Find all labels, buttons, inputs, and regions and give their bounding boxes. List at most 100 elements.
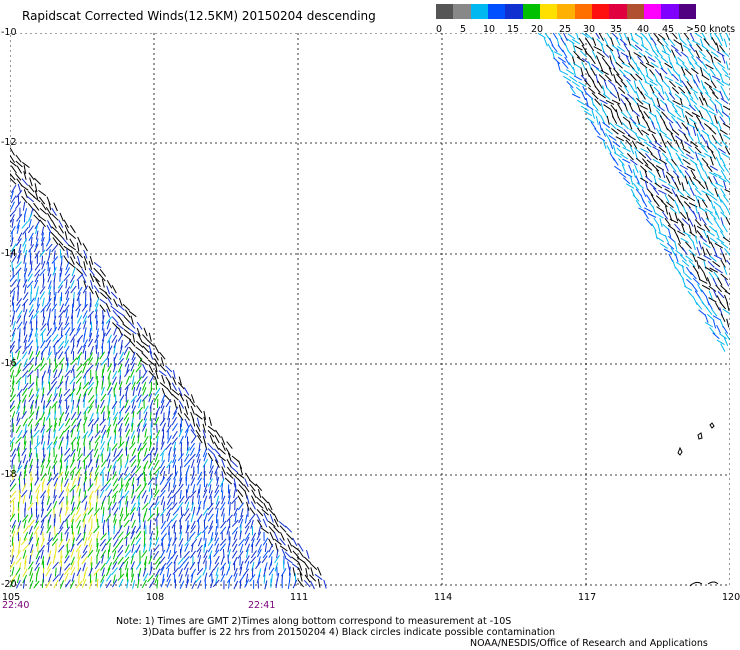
wind-vector [23, 334, 28, 344]
wind-vector [689, 61, 696, 70]
wind-vector [82, 454, 90, 463]
wind-vector [97, 518, 99, 528]
wind-vector [128, 339, 136, 347]
wind-vector [189, 531, 196, 540]
wind-vector [597, 92, 606, 99]
wind-vector [58, 496, 65, 505]
wind-vector [84, 411, 86, 421]
wind-vector [65, 334, 68, 344]
wind-vector [581, 57, 590, 64]
wind-vector [68, 262, 77, 269]
wind-vector [218, 447, 226, 455]
scale-label-40: 40 [637, 24, 650, 35]
wind-vector [665, 44, 672, 53]
wind-vector [60, 405, 62, 415]
wind-vector [28, 536, 34, 546]
wind-vector [87, 387, 93, 396]
wind-vector [658, 158, 667, 165]
wind-vector [704, 208, 714, 214]
wind-vector [245, 573, 249, 583]
wind-vector [304, 574, 311, 583]
wind-vector [15, 436, 22, 444]
wind-vector [137, 428, 141, 438]
wind-vector [20, 489, 28, 498]
wind-vector [212, 579, 220, 588]
wind-vector [130, 555, 134, 565]
wind-vector [226, 459, 232, 468]
wind-vector [244, 555, 250, 564]
wind-vector [105, 483, 112, 492]
wind-vector [171, 490, 179, 499]
wind-vector [670, 164, 677, 173]
wind-vector [656, 127, 662, 137]
wind-vector [51, 400, 58, 409]
wind-vector [76, 500, 81, 510]
wind-vector [625, 139, 633, 147]
wind-vector [82, 531, 86, 541]
wind-vector [23, 303, 26, 313]
wind-vector [11, 380, 15, 390]
wind-vector [274, 532, 279, 542]
wind-vector [39, 249, 46, 258]
scale-label-25: 25 [559, 24, 572, 35]
wind-vector [722, 194, 730, 203]
wind-vector [47, 213, 53, 222]
wind-swath-right [537, 33, 730, 352]
wind-vector [704, 91, 712, 100]
wind-vector [657, 33, 666, 41]
wind-vector [112, 471, 117, 480]
wind-vector [27, 225, 34, 234]
wind-vector [77, 255, 81, 265]
wind-vector [75, 580, 83, 589]
wind-vector [39, 268, 46, 277]
wind-vector [65, 309, 68, 319]
lon-label-117: 117 [578, 592, 597, 603]
wind-vector [46, 496, 50, 506]
wind-vector [623, 43, 630, 52]
wind-vector [718, 147, 726, 154]
wind-vector [708, 290, 713, 300]
wind-vector [703, 224, 711, 232]
wind-vector [99, 273, 106, 282]
wind-vector [138, 399, 142, 409]
wind-vector [634, 133, 641, 142]
wind-vector [64, 297, 70, 307]
wind-vector [38, 545, 46, 553]
wind-vector [117, 333, 124, 342]
wind-vector [155, 531, 159, 541]
wind-vector [592, 103, 599, 112]
wind-vector [16, 350, 20, 360]
islands [677, 422, 719, 587]
wind-vector [557, 56, 566, 63]
wind-vector [167, 489, 173, 499]
wind-vector [46, 477, 53, 486]
wind-vector [698, 278, 708, 284]
wind-vector [23, 435, 26, 445]
wind-vector [637, 55, 644, 64]
wind-vector [195, 575, 202, 583]
wind-vector [619, 69, 626, 77]
wind-vector [268, 549, 275, 558]
wind-vector [47, 452, 51, 462]
wind-vector [138, 567, 142, 577]
wind-vector [124, 369, 130, 378]
wind-vector [39, 363, 47, 372]
wind-vector [240, 508, 244, 518]
wind-vector [674, 56, 679, 65]
wind-vector [111, 502, 117, 511]
wind-vector [71, 477, 76, 487]
wind-vector [59, 555, 63, 565]
wind-vector [298, 543, 304, 552]
wind-vector [717, 109, 724, 118]
wind-vector [144, 447, 148, 457]
wind-vector [299, 572, 303, 582]
wind-vector [10, 400, 15, 409]
wind-vector [679, 38, 687, 46]
wind-vector [42, 417, 46, 426]
wind-vector [618, 171, 627, 178]
wind-vector [184, 424, 191, 433]
wind-vector [148, 375, 155, 384]
wind-vector [69, 238, 75, 247]
color-swatch [488, 4, 506, 19]
wind-vector [709, 267, 718, 273]
